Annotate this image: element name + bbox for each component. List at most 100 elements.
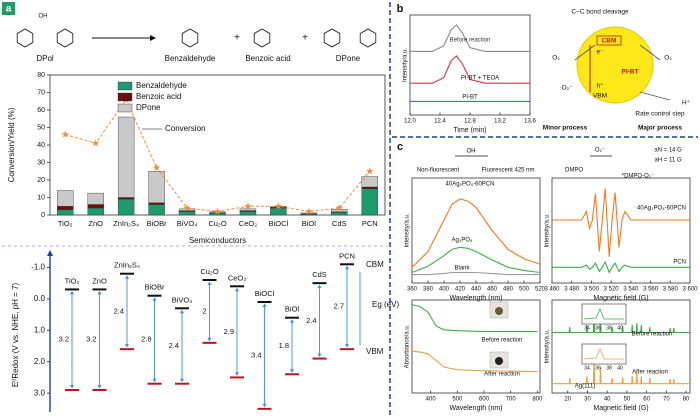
inset-tick-label: 36 (595, 325, 601, 331)
conversion-marker (61, 130, 69, 138)
x-tick-label: BiOCl (269, 219, 289, 228)
x-tick-label: BiOBr (147, 219, 168, 228)
series-line (411, 350, 538, 373)
x-tick-label: TiO₂ (58, 219, 73, 228)
annotation: aH = 11 G (654, 158, 681, 164)
product-label: Benzaldehyde (165, 54, 216, 63)
x-axis-label: Wavelength (nm) (449, 295, 502, 302)
panel-badge (2, 2, 15, 15)
y-axis-label: Intensity/a.u. (403, 48, 409, 82)
mechanism-label: ·O₂⁻ (559, 85, 573, 92)
y-tick-label: 70 (37, 89, 45, 96)
series-line (552, 260, 690, 274)
category-label: CeO₂ (228, 273, 246, 282)
arrow-head (152, 378, 157, 383)
y-axis-label: Conversion/Yield (%) (7, 107, 16, 182)
conversion-marker (335, 204, 344, 212)
eg-label: Eg (eV) (372, 300, 399, 309)
series-line (411, 246, 541, 274)
benzene-ring (56, 28, 74, 48)
x-axis-label: Magnetic field (G) (593, 405, 648, 412)
vbm-label: VBM (366, 347, 384, 356)
x-tick-label: ZnO (88, 219, 103, 228)
x-axis-label: Time (min) (453, 127, 486, 134)
bar-segment (239, 211, 257, 216)
inset-tick-label: 34 (584, 325, 590, 331)
x-tick-label: 12.4 (434, 119, 446, 125)
series-label: Ag₃PO₄ (452, 238, 473, 244)
gap-label: 2.4 (306, 316, 316, 325)
y-tick-label: 3.0 (34, 388, 46, 397)
bar-segment (361, 186, 378, 189)
conversion-marker (366, 167, 374, 175)
bar-segment (178, 211, 196, 216)
arrow-head (70, 385, 74, 389)
series-label: 40Ag₃PO₄-60PCN (637, 206, 686, 212)
conversion-marker (213, 207, 222, 215)
x-tick-label: 360 (407, 287, 418, 293)
arrow-head (150, 35, 156, 41)
y-axis-label: Absorbance/a.u. (405, 324, 411, 368)
bar-segment (331, 209, 348, 213)
category-label: BiOBr (144, 283, 165, 292)
x-tick-label: 60 (643, 397, 650, 403)
inset-tick-label: 40 (617, 325, 623, 331)
gap-label: 1.8 (279, 341, 289, 350)
photocatalyst-particle (576, 26, 654, 104)
y-tick-label: 0 (41, 212, 45, 219)
legend-label: DPone (136, 103, 161, 112)
benzene-ring (359, 28, 377, 48)
annotation: O₂⁻ (595, 148, 605, 154)
gap-label: 2.7 (334, 302, 344, 311)
series-label: PI-BT + TEOA (461, 76, 499, 82)
mechanism-label: O₂ (664, 55, 672, 62)
legend-label: Benzaldehyde (136, 81, 187, 90)
plus-sign: + (302, 33, 308, 44)
arrow-head (180, 378, 184, 383)
x-tick-label: 520 (535, 287, 546, 293)
mechanism-label: O₂ (552, 55, 560, 62)
gap-label: 2.8 (141, 335, 151, 344)
mechanism-label: e⁻ (596, 49, 604, 56)
arrow-head (97, 385, 102, 389)
x-tick-label: 500 (452, 397, 463, 403)
conversion-marker (152, 163, 161, 171)
hole-transfer (639, 91, 671, 101)
bar-segment (331, 212, 348, 216)
x-tick-label: 12.0 (404, 119, 416, 125)
bar-segment (148, 202, 165, 205)
plot-frame (411, 177, 541, 284)
series-label: Before reaction (482, 338, 523, 344)
category-label: Cu₂O (200, 267, 218, 276)
x-tick-label: 700 (506, 397, 517, 403)
gap-label: 2.9 (224, 327, 234, 336)
gap-label: 3.2 (86, 335, 96, 344)
hydroxyl-label: OH (39, 14, 48, 20)
plus-sign: + (234, 33, 240, 44)
category-label: BiOl (285, 305, 300, 314)
x-tick-label: BiOl (302, 219, 317, 228)
gap-label: 2 (202, 306, 206, 315)
series-line (410, 24, 530, 52)
x-tick-label: BiVO₄ (177, 219, 198, 228)
series-line (410, 55, 530, 84)
y-axis-label: E⁰Redox (V vs. NHE, pH = 7) (11, 282, 20, 387)
series-label: Before reaction (632, 332, 673, 338)
inset-tick-label: 38 (606, 365, 612, 371)
sample-powder (495, 357, 503, 365)
conversion-marker (183, 204, 191, 212)
y-tick-label: 30 (37, 159, 45, 166)
y-axis-label: Intensity/a.u. (545, 213, 551, 247)
x-tick-label: 3 460 (544, 287, 560, 293)
arrow-head (317, 353, 322, 358)
x-tick-label: 420 (455, 287, 466, 293)
plot-frame (411, 299, 541, 394)
bar-segment (117, 199, 135, 216)
gap-label: 2.4 (114, 306, 124, 315)
y-axis-label: Intensity/a.u. (405, 213, 411, 247)
gap-label: 3.4 (251, 350, 261, 359)
inset-tick-label: 34 (584, 365, 590, 371)
arrow-head (207, 337, 212, 342)
arrow-head (262, 403, 267, 408)
conversion-line (65, 98, 371, 213)
